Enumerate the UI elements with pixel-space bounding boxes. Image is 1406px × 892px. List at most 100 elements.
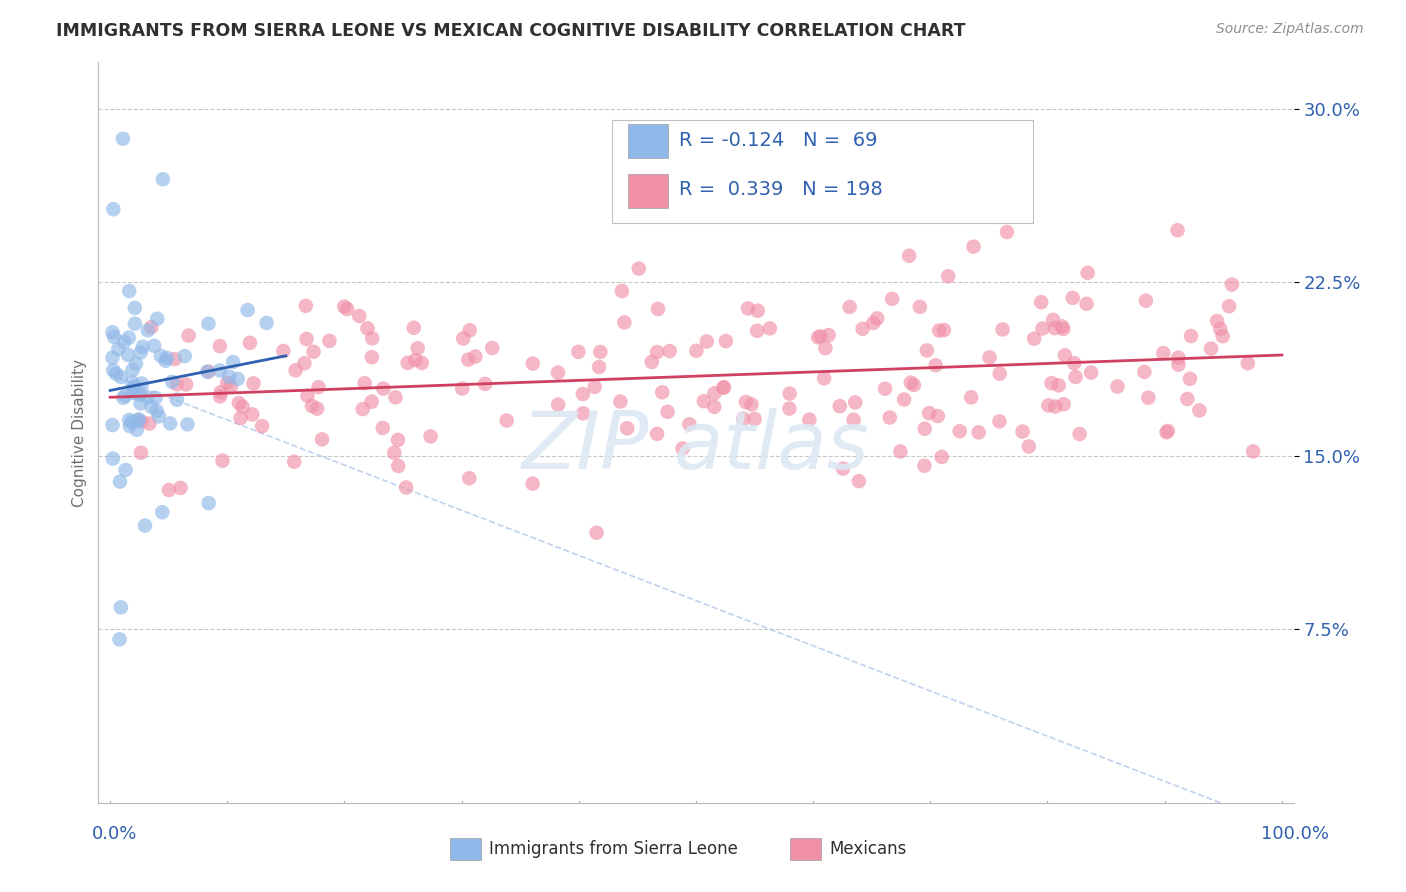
Point <box>900 376 922 390</box>
Point <box>713 380 735 394</box>
Point <box>112 391 135 405</box>
Point <box>118 284 141 298</box>
Text: IMMIGRANTS FROM SIERRA LEONE VS MEXICAN COGNITIVE DISABILITY CORRELATION CHART: IMMIGRANTS FROM SIERRA LEONE VS MEXICAN … <box>56 22 966 40</box>
Point <box>1062 291 1084 305</box>
Point <box>995 225 1018 239</box>
Point <box>308 380 330 394</box>
Point <box>132 340 155 354</box>
Point <box>714 334 737 348</box>
Point <box>733 411 755 425</box>
Point <box>627 261 650 276</box>
Point <box>1038 398 1060 412</box>
Point <box>1063 356 1085 370</box>
Y-axis label: Cognitive Disability: Cognitive Disability <box>72 359 87 507</box>
Point <box>108 632 131 647</box>
Point <box>1180 329 1202 343</box>
Point <box>703 386 725 401</box>
Point <box>1206 314 1229 328</box>
Point <box>169 481 191 495</box>
Point <box>866 311 889 326</box>
Point <box>146 311 169 326</box>
Point <box>457 352 479 367</box>
Point <box>928 324 950 338</box>
Point <box>128 413 150 427</box>
Point <box>166 377 188 392</box>
Point <box>1011 425 1033 439</box>
Point <box>451 331 474 345</box>
Point <box>852 322 875 336</box>
Point <box>522 357 544 371</box>
Point <box>991 322 1014 336</box>
Point <box>657 405 679 419</box>
Point <box>156 351 179 365</box>
Point <box>609 394 631 409</box>
Point <box>925 359 948 373</box>
Point <box>893 392 915 407</box>
Point <box>294 299 316 313</box>
Point <box>145 391 167 405</box>
Point <box>395 481 418 495</box>
Point <box>384 390 406 404</box>
Point <box>807 330 830 344</box>
Point <box>1031 295 1053 310</box>
Point <box>713 381 735 395</box>
Point <box>209 389 232 403</box>
Point <box>589 345 612 359</box>
Point <box>693 394 716 409</box>
Text: Mexicans: Mexicans <box>830 840 907 858</box>
Point <box>373 382 395 396</box>
Point <box>129 388 152 402</box>
Point <box>703 400 725 414</box>
Point <box>1209 322 1232 336</box>
Point <box>124 301 146 315</box>
Point <box>197 365 219 379</box>
Point <box>647 301 669 316</box>
Point <box>1212 329 1234 343</box>
Point <box>118 331 141 345</box>
Point <box>226 372 249 386</box>
Point <box>136 390 159 404</box>
Point <box>962 240 984 254</box>
Point <box>844 395 866 409</box>
Point <box>610 284 633 298</box>
Point <box>387 433 409 447</box>
Point <box>862 316 884 330</box>
Point <box>879 410 901 425</box>
Point <box>914 422 936 436</box>
Point <box>176 417 198 432</box>
Point <box>988 414 1011 428</box>
Point <box>583 380 606 394</box>
Point <box>110 370 132 384</box>
Point <box>1045 400 1067 414</box>
Point <box>122 386 145 401</box>
Point <box>208 363 231 377</box>
Point <box>406 341 429 355</box>
Point <box>832 461 855 475</box>
Point <box>131 376 153 391</box>
Point <box>103 330 125 344</box>
Text: R =  0.339   N = 198: R = 0.339 N = 198 <box>679 180 883 200</box>
Point <box>101 451 124 466</box>
Text: R = -0.124   N =  69: R = -0.124 N = 69 <box>679 130 877 150</box>
Point <box>387 458 409 473</box>
Point <box>371 421 394 435</box>
Point <box>1220 277 1243 292</box>
Point <box>778 401 800 416</box>
Point <box>174 377 197 392</box>
Point <box>239 335 262 350</box>
Point <box>197 317 219 331</box>
Point <box>149 349 172 363</box>
Point <box>1167 358 1189 372</box>
Point <box>404 353 426 368</box>
Point <box>1218 299 1240 313</box>
Point <box>250 419 273 434</box>
Point <box>1077 266 1099 280</box>
Point <box>848 474 870 488</box>
Point <box>1157 424 1180 438</box>
Point <box>240 408 263 422</box>
Point <box>745 324 768 338</box>
Point <box>273 343 295 358</box>
Point <box>382 446 405 460</box>
Point <box>458 471 481 485</box>
Point <box>988 367 1011 381</box>
